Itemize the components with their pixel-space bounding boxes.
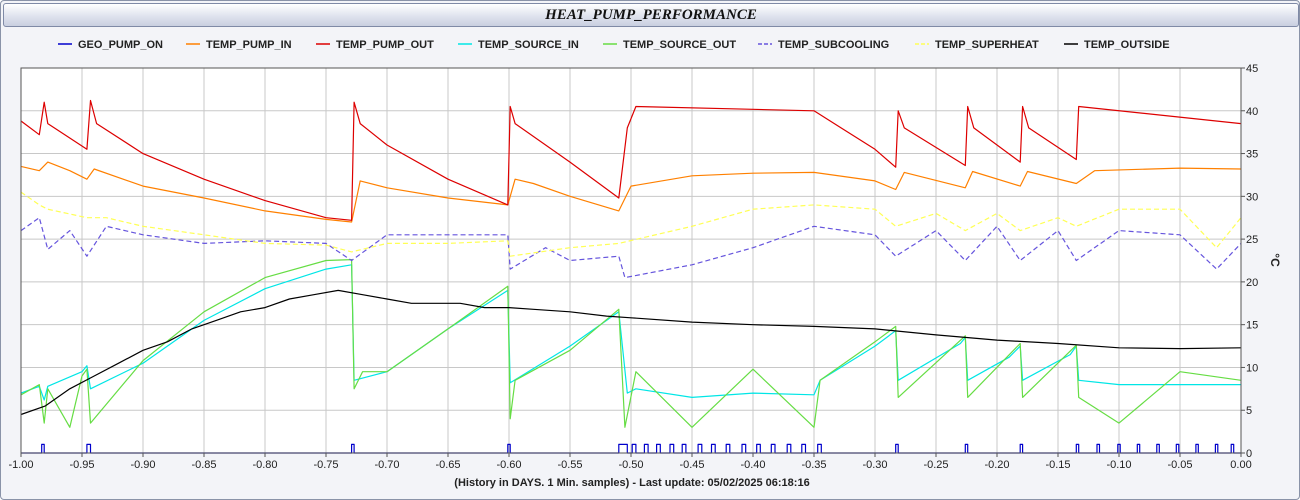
- legend-label: TEMP_PUMP_OUT: [336, 39, 434, 51]
- title-bar: HEAT_PUMP_PERFORMANCE: [3, 3, 1299, 27]
- x-tick-label: -0.60: [496, 459, 521, 471]
- y-tick-label: 35: [1246, 149, 1258, 161]
- series-line-temp-pump-in: [20, 161, 1242, 223]
- legend-label: TEMP_PUMP_IN: [206, 39, 292, 51]
- series-line-temp-superheat: [20, 191, 1242, 257]
- axes: -1.00 -0.95 -0.90 -0.85 -0.80 -0.75 -0.70 -0.65…: [8, 63, 1258, 471]
- x-tick-label: -0.70: [374, 459, 399, 471]
- y-tick-label: 20: [1246, 277, 1258, 289]
- legend-label: TEMP_SUBCOOLING: [778, 39, 889, 51]
- series-line-temp-source-out: [20, 259, 1242, 428]
- y-tick-label: 10: [1246, 362, 1258, 374]
- x-tick-label: -0.95: [69, 459, 94, 471]
- legend-label: GEO_PUMP_ON: [78, 39, 163, 51]
- x-tick-label: -0.50: [618, 459, 643, 471]
- series-line-temp-outside: [20, 289, 1242, 416]
- x-tick-label: -0.75: [313, 459, 338, 471]
- legend-label: TEMP_OUTSIDE: [1084, 39, 1170, 51]
- legend-label: TEMP_SUPERHEAT: [935, 39, 1039, 51]
- y-tick-label: 40: [1246, 106, 1258, 118]
- y-tick-label: 25: [1246, 234, 1258, 246]
- series-line-temp-pump-out: [20, 99, 1242, 221]
- x-tick-label: -0.80: [252, 459, 277, 471]
- legend-label: TEMP_SOURCE_OUT: [623, 39, 736, 51]
- x-tick-label: -0.05: [1167, 459, 1192, 471]
- legend: GEO_PUMP_ON TEMP_PUMP_IN TEMP_PUMP_OUT TEMP…: [58, 39, 1170, 51]
- x-axis-label: (History in DAYS. 1 Min. samples) - Last…: [454, 477, 809, 489]
- x-tick-label: -0.20: [984, 459, 1009, 471]
- chart-title: HEAT_PUMP_PERFORMANCE: [545, 7, 757, 23]
- x-tick-label: -0.45: [679, 459, 704, 471]
- x-tick-label: 0.00: [1230, 459, 1251, 471]
- x-tick-label: -0.10: [1106, 459, 1131, 471]
- x-tick-label: -0.35: [801, 459, 826, 471]
- x-tick-label: -0.25: [923, 459, 948, 471]
- y-tick-label: 30: [1246, 191, 1258, 203]
- x-tick-label: -1.00: [8, 459, 33, 471]
- y-tick-label: 0: [1246, 448, 1252, 460]
- series-line-temp-subcooling: [20, 217, 1242, 279]
- x-tick-label: -0.55: [557, 459, 582, 471]
- x-tick-label: -0.90: [130, 459, 155, 471]
- legend-label: TEMP_SOURCE_IN: [478, 39, 579, 51]
- x-tick-label: -0.30: [862, 459, 887, 471]
- y-tick-label: 5: [1246, 405, 1252, 417]
- series-layer: [20, 99, 1242, 454]
- x-tick-label: -0.15: [1045, 459, 1070, 471]
- y-axis-label: °C: [1268, 253, 1282, 267]
- y-tick-label: 45: [1246, 63, 1258, 75]
- x-tick-label: -0.85: [191, 459, 216, 471]
- y-tick-label: 15: [1246, 320, 1258, 332]
- x-tick-label: -0.40: [740, 459, 765, 471]
- x-tick-label: -0.65: [435, 459, 460, 471]
